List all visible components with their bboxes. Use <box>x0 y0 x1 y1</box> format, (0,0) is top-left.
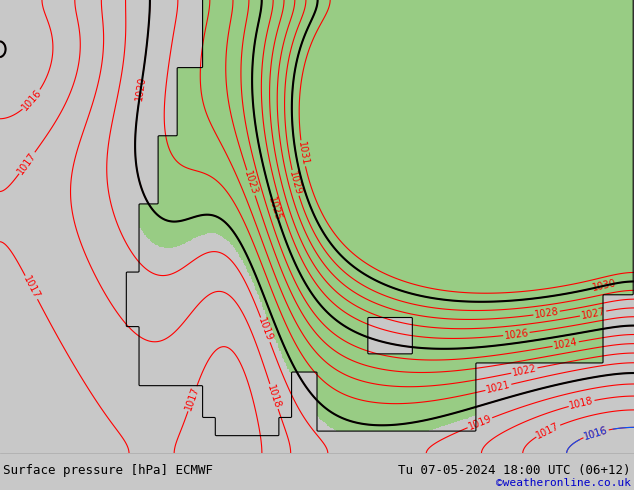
Text: 1016: 1016 <box>583 425 609 441</box>
Text: 1019: 1019 <box>467 414 493 432</box>
Text: 1029: 1029 <box>287 170 303 196</box>
Text: 1031: 1031 <box>296 141 310 166</box>
Text: 1019: 1019 <box>256 317 275 343</box>
Text: 1023: 1023 <box>242 170 259 196</box>
Text: 1024: 1024 <box>553 337 579 351</box>
Text: ©weatheronline.co.uk: ©weatheronline.co.uk <box>496 478 631 488</box>
Text: 1017: 1017 <box>534 420 561 441</box>
Text: Surface pressure [hPa] ECMWF: Surface pressure [hPa] ECMWF <box>3 464 213 477</box>
Text: 1017: 1017 <box>16 150 38 176</box>
Text: 1016: 1016 <box>20 88 44 113</box>
Text: 1020: 1020 <box>134 75 148 101</box>
Text: 1022: 1022 <box>511 363 538 378</box>
Text: 1017: 1017 <box>21 274 41 301</box>
Text: 1026: 1026 <box>503 328 529 341</box>
Text: 1021: 1021 <box>485 380 512 395</box>
Text: 1018: 1018 <box>266 383 283 410</box>
Text: 1017: 1017 <box>184 386 201 412</box>
Text: 1018: 1018 <box>569 395 595 411</box>
Text: Tu 07-05-2024 18:00 UTC (06+12): Tu 07-05-2024 18:00 UTC (06+12) <box>398 464 631 477</box>
Text: 1030: 1030 <box>591 278 617 294</box>
Text: 1028: 1028 <box>534 307 560 320</box>
Text: 1025: 1025 <box>266 196 283 222</box>
Text: 1016: 1016 <box>583 425 609 441</box>
Text: 1027: 1027 <box>580 306 606 321</box>
